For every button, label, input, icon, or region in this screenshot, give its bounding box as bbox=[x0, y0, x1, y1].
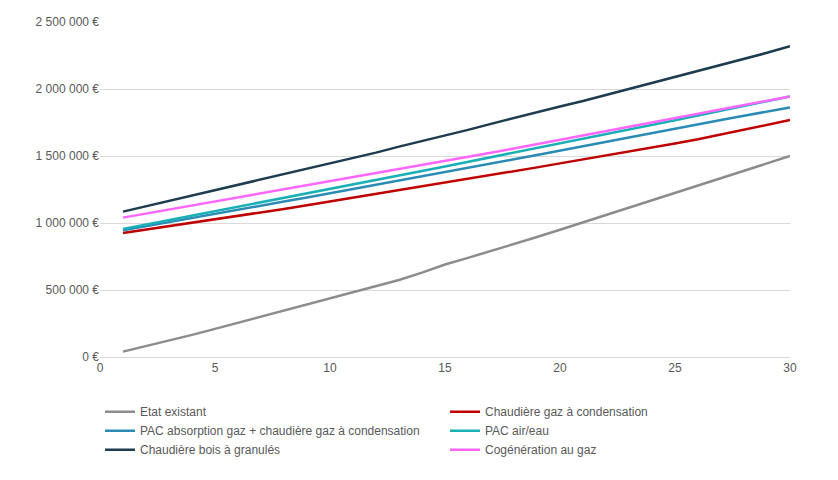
svg-text:10: 10 bbox=[323, 361, 337, 375]
svg-text:5: 5 bbox=[212, 361, 219, 375]
svg-text:1 000 000 €: 1 000 000 € bbox=[36, 216, 100, 230]
svg-text:25: 25 bbox=[668, 361, 682, 375]
svg-text:15: 15 bbox=[438, 361, 452, 375]
svg-text:20: 20 bbox=[553, 361, 567, 375]
svg-text:2 000 000 €: 2 000 000 € bbox=[36, 82, 100, 96]
svg-text:500 000 €: 500 000 € bbox=[46, 283, 100, 297]
svg-text:30: 30 bbox=[783, 361, 797, 375]
svg-text:Chaudière bois à granulés: Chaudière bois à granulés bbox=[140, 443, 280, 457]
svg-text:Etat existant: Etat existant bbox=[140, 405, 207, 419]
svg-text:2 500 000 €: 2 500 000 € bbox=[36, 15, 100, 29]
svg-text:0: 0 bbox=[97, 361, 104, 375]
svg-text:Cogénération au gaz: Cogénération au gaz bbox=[485, 443, 596, 457]
svg-text:1 500 000 €: 1 500 000 € bbox=[36, 149, 100, 163]
svg-text:PAC absorption gaz + chaudière: PAC absorption gaz + chaudière gaz à con… bbox=[140, 424, 420, 438]
svg-text:Chaudière gaz à condensation: Chaudière gaz à condensation bbox=[485, 405, 648, 419]
svg-text:PAC air/eau: PAC air/eau bbox=[485, 424, 549, 438]
svg-text:0 €: 0 € bbox=[82, 350, 99, 364]
